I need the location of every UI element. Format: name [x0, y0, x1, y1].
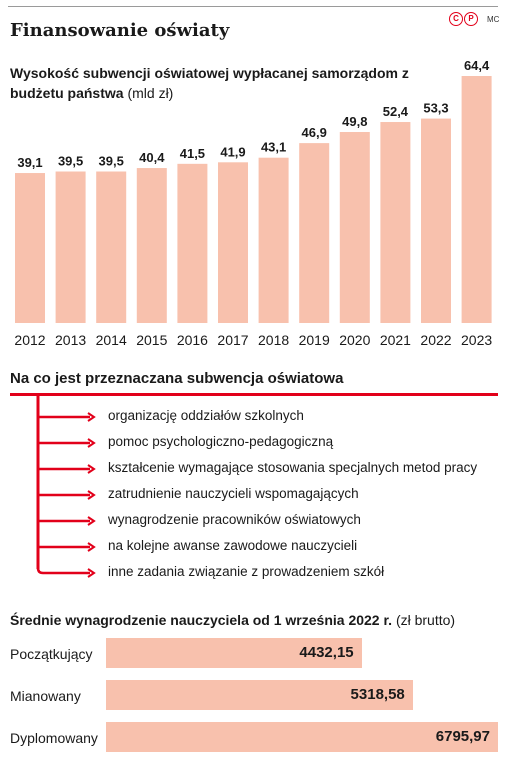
bar-value-label: 40,4 — [139, 150, 165, 165]
purposes-divider — [10, 393, 498, 396]
purpose-item: na kolejne awanse zawodowe nauczycieli — [108, 538, 358, 553]
tree-arrow-icon — [87, 464, 96, 474]
x-tick-label: 2016 — [177, 332, 208, 348]
tree-arrow-icon — [87, 490, 96, 500]
salary-category-label: Początkujący — [10, 646, 93, 662]
x-tick-label: 2020 — [339, 332, 370, 348]
tree-arrow-icon — [87, 438, 96, 448]
x-tick-label: 2017 — [217, 332, 248, 348]
bar-value-label: 64,4 — [464, 58, 490, 73]
top-divider — [8, 6, 498, 7]
bar-2015 — [136, 168, 167, 323]
salary-bar: 6795,97 — [106, 722, 498, 752]
purpose-item: kształcenie wymagające stosowania specja… — [108, 460, 478, 475]
salary-category-label: Mianowany — [10, 688, 81, 704]
subsidy-chart-heading: Wysokość subwencji oświatowej wypłacanej… — [10, 65, 409, 101]
purpose-item: inne zadania związanie z prowadzeniem sz… — [108, 564, 385, 579]
purposes-title: Na co jest przeznaczana subwencja oświat… — [10, 370, 344, 387]
salary-chart-unit: (zł brutto) — [395, 612, 456, 628]
x-tick-label: 2018 — [258, 332, 289, 348]
salary-row: 6795,97 Dyplomowany — [0, 722, 506, 752]
tree-arrow-icon — [87, 542, 96, 552]
logo-c: C — [449, 12, 463, 26]
salary-bar: 5318,58 — [106, 680, 413, 710]
x-tick-label: 2022 — [420, 332, 451, 348]
bar-value-label: 41,9 — [220, 144, 245, 159]
bar-value-label: 43,1 — [261, 140, 286, 155]
salary-bar: 4432,15 — [106, 638, 362, 668]
bar-2014 — [96, 171, 127, 323]
bar-value-label: 39,5 — [99, 154, 124, 169]
bar-2012 — [15, 173, 45, 323]
bar-value-label: 39,5 — [58, 154, 83, 169]
bar-2013 — [55, 171, 86, 323]
salary-chart-heading: Średnie wynagrodzenie nauczyciela od 1 w… — [10, 612, 393, 628]
bar-2023 — [461, 76, 492, 323]
salary-value-label: 5318,58 — [350, 686, 405, 703]
x-tick-label: 2013 — [55, 332, 86, 348]
salary-category-label: Dyplomowany — [10, 730, 98, 746]
bar-2017 — [218, 162, 248, 323]
bar-value-label: 53,3 — [423, 101, 448, 116]
bar-value-label: 39,1 — [17, 155, 42, 170]
purpose-item: organizację oddziałów szkolnych — [108, 408, 304, 423]
bar-2018 — [258, 157, 289, 323]
salary-value-label: 6795,97 — [435, 728, 490, 745]
salary-row: 4432,15 Początkujący — [0, 638, 506, 668]
bar-2021 — [380, 122, 411, 323]
purpose-item: wynagrodzenie pracowników oświatowych — [108, 512, 361, 527]
bar-2022 — [421, 118, 451, 323]
tree-arrow-icon — [87, 568, 96, 578]
x-tick-label: 2023 — [461, 332, 492, 348]
bar-2019 — [299, 143, 330, 323]
purpose-item: pomoc psychologiczno-pedagogiczną — [108, 434, 334, 449]
bar-value-label: 46,9 — [302, 125, 327, 140]
salary-chart-title: Średnie wynagrodzenie nauczyciela od 1 w… — [10, 612, 455, 628]
author-initials: MC — [487, 15, 500, 24]
x-tick-label: 2021 — [380, 332, 411, 348]
x-tick-label: 2014 — [96, 332, 127, 348]
salary-row: 5318,58 Mianowany — [0, 680, 506, 710]
bar-value-label: 52,4 — [383, 104, 409, 119]
subsidy-chart-title: Wysokość subwencji oświatowej wypłacanej… — [10, 63, 450, 103]
x-tick-label: 2019 — [299, 332, 330, 348]
bar-value-label: 49,8 — [342, 114, 367, 129]
x-tick-label: 2015 — [136, 332, 167, 348]
salary-value-label: 4432,15 — [299, 644, 354, 661]
bar-value-label: 41,5 — [180, 146, 205, 161]
bar-2020 — [339, 131, 370, 323]
page-title: Finansowanie oświaty — [10, 20, 230, 41]
tree-arrow-icon — [87, 412, 96, 422]
purpose-item: zatrudnienie nauczycieli wspomagających — [108, 486, 359, 501]
bar-2016 — [177, 163, 208, 323]
tree-branch — [36, 567, 90, 575]
x-tick-label: 2012 — [14, 332, 45, 348]
publisher-logo: C P — [449, 12, 478, 26]
subsidy-chart-unit: (mld zł) — [127, 85, 174, 101]
tree-arrow-icon — [87, 516, 96, 526]
logo-p: P — [464, 12, 478, 26]
